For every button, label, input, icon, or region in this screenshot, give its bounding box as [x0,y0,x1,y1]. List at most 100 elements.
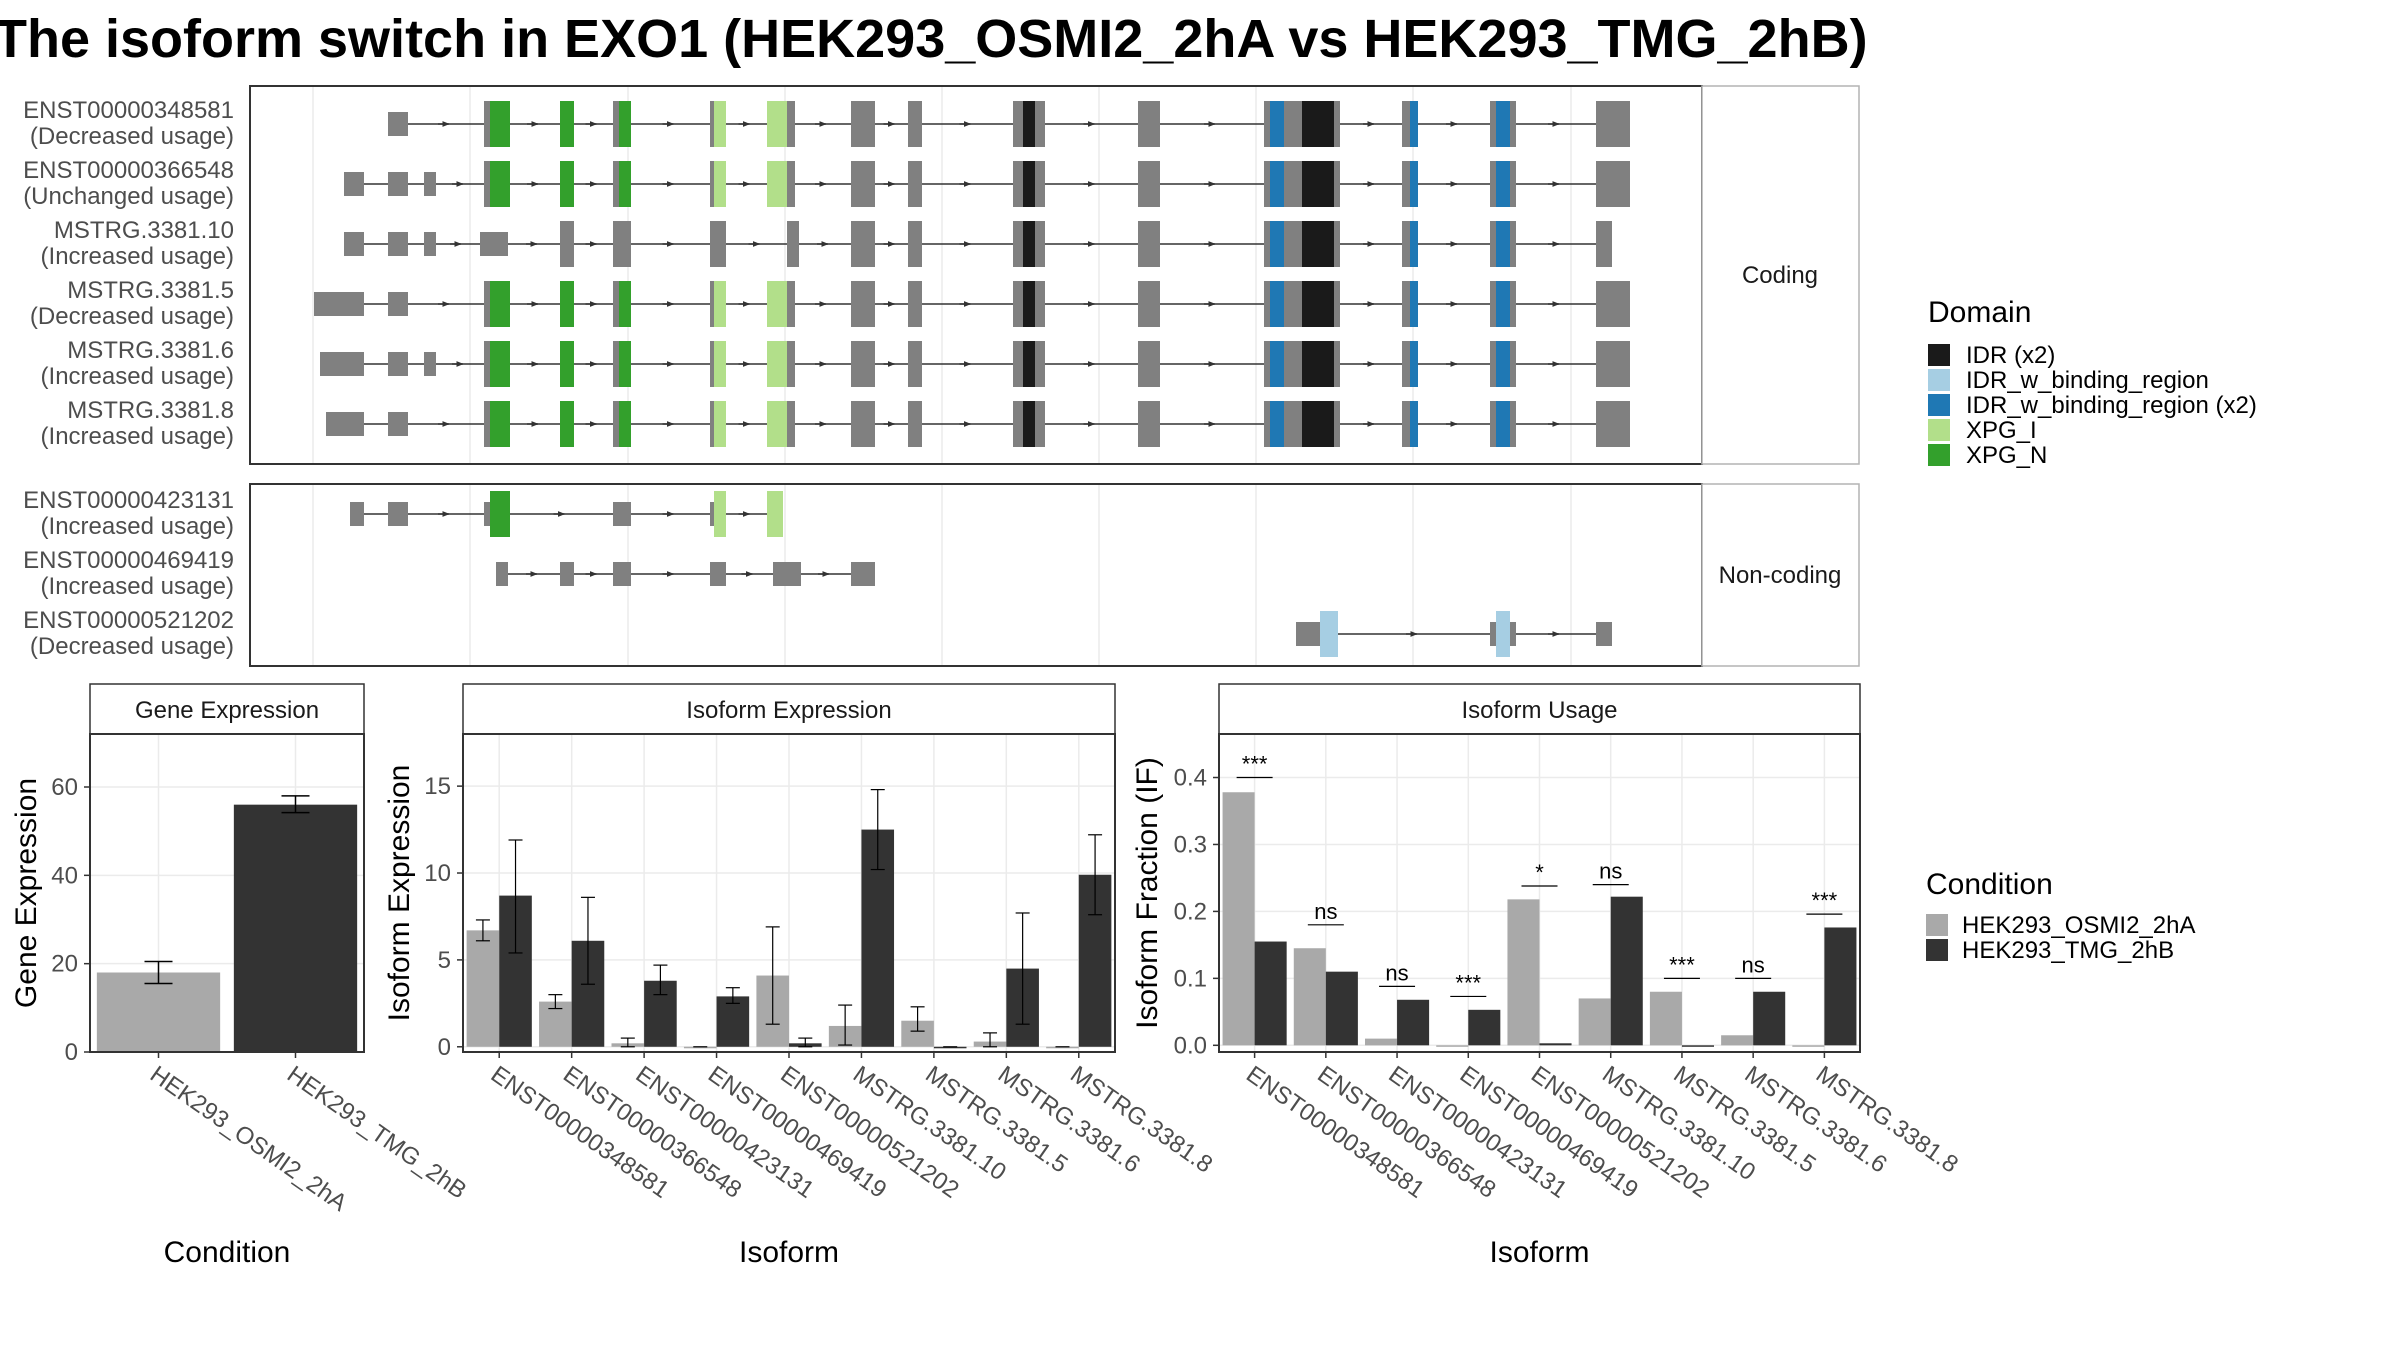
tx-coding-5-exon-21 [1334,401,1340,447]
tx-coding-3-exon-5 [613,281,619,327]
tx-coding-1-exon-19 [1270,161,1284,207]
tx-coding-1-exon-7 [619,161,631,207]
tx-coding-1-exon-23 [1402,161,1410,207]
transcript-label-noncoding-1-usage: (Increased usage) [41,573,234,600]
tx-coding-2-exon-5 [613,221,631,267]
transcript-label-coding-0-id: ENST00000348581 [23,97,234,124]
tx-coding-0-exon-6 [710,101,714,147]
tx-coding-4-exon-1 [388,352,408,376]
chart-0-bar-0 [96,972,221,1052]
tx-coding-5-exon-27 [1596,401,1630,447]
tx-coding-4-exon-9 [714,341,726,387]
tx-coding-4-exon-12 [851,341,875,387]
chart-2-ytick-label-4: 0.4 [1174,765,1207,792]
tx-coding-4-exon-18 [1264,341,1270,387]
chart-0-strip [89,683,365,735]
tx-coding-2-exon-6 [710,221,726,267]
tx-coding-2-exon-2 [424,232,436,256]
tx-coding-3-exon-1 [388,292,408,316]
transcript-label-noncoding-0-id: ENST00000423131 [23,487,234,514]
tx-coding-0-exon-15 [1138,101,1160,147]
tx-coding-2-exon-13 [1138,221,1160,267]
tx-coding-1-exon-8 [710,161,714,207]
tx-coding-2-exon-15 [1270,221,1284,267]
tx-noncoding-1-exon-4 [773,562,801,586]
tx-coding-5-exon-19 [1284,401,1302,447]
tx-coding-4-exon-17 [1138,341,1160,387]
tx-coding-1-exon-20 [1284,161,1302,207]
tx-coding-4-exon-11 [787,341,795,387]
tx-coding-1-exon-16 [1035,161,1045,207]
tx-coding-4-exon-24 [1410,341,1418,387]
chart-0-ytick-label-0: 0 [65,1039,78,1066]
tx-coding-0-exon-16 [1264,101,1270,147]
chart-2-ytick-label-3: 0.3 [1174,831,1207,858]
tx-noncoding-1-exon-3 [710,562,726,586]
chart-2-sig-label-0: *** [1242,752,1268,777]
tx-coding-4-exon-28 [1596,341,1630,387]
chart-0-bar-1 [233,804,358,1052]
tx-coding-4-exon-27 [1510,341,1516,387]
tx-noncoding-1-exon-0 [496,562,508,586]
tx-coding-3-exon-9 [767,281,787,327]
tx-coding-2-exon-8 [851,221,875,267]
legend-domain-swatch-3 [1928,419,1950,441]
tx-noncoding-1-exon-5 [851,562,875,586]
chart-1-bar-s0-3 [683,1046,717,1049]
tx-coding-0-exon-17 [1270,101,1284,147]
tx-coding-0-exon-0 [388,112,408,136]
tx-coding-1-exon-0 [344,172,364,196]
tx-coding-3-exon-10 [787,281,795,327]
legend-condition-title: Condition [1926,868,2053,901]
tx-coding-3-exon-13 [1013,281,1023,327]
legend-condition-swatch-1 [1926,939,1948,961]
chart-1-ytick-label-3: 15 [424,773,451,800]
tx-coding-5-exon-3 [490,401,510,447]
tx-coding-4-exon-15 [1023,341,1035,387]
tx-coding-1-exon-21 [1302,161,1334,207]
tx-coding-0-exon-26 [1596,101,1630,147]
chart-2-bar-s0-7 [1721,1035,1754,1046]
tx-coding-2-exon-11 [1023,221,1035,267]
chart-1-title: Isoform Expression [686,697,891,724]
tx-coding-2-exon-7 [787,221,799,267]
tx-coding-1-exon-5 [560,161,574,207]
chart-2-bar-s1-2 [1397,999,1430,1046]
tx-coding-1-exon-4 [490,161,510,207]
chart-2-ytick-label-1: 0.1 [1174,965,1207,992]
tx-coding-2-exon-24 [1596,221,1612,267]
tx-noncoding-1-exon-1 [560,562,574,586]
tx-coding-4-exon-10 [767,341,787,387]
transcript-label-coding-5-id: MSTRG.3381.8 [67,397,234,424]
tx-coding-4-exon-3 [484,341,490,387]
tx-noncoding-0-exon-3 [490,491,510,537]
tx-coding-0-exon-14 [1035,101,1045,147]
legend-domain-swatch-4 [1928,444,1950,466]
tx-coding-1-exon-10 [767,161,787,207]
chart-2-bar-s1-3 [1468,1009,1501,1046]
tx-coding-4-exon-5 [560,341,574,387]
transcript-label-noncoding-2-usage: (Decreased usage) [30,633,234,660]
transcript-label-coding-2-id: MSTRG.3381.10 [54,217,234,244]
chart-2-bar-s0-1 [1293,948,1326,1046]
tx-coding-2-exon-22 [1496,221,1510,267]
tx-coding-4-exon-25 [1490,341,1496,387]
tx-coding-4-exon-8 [710,341,714,387]
legend-domain-label-3: XPG_I [1966,417,2037,444]
transcript-label-coding-4-id: MSTRG.3381.6 [67,337,234,364]
tx-coding-0-exon-8 [767,101,787,147]
tx-coding-1-exon-15 [1023,161,1035,207]
tx-coding-4-exon-7 [619,341,631,387]
tx-coding-0-exon-9 [787,101,795,147]
tx-coding-5-exon-16 [1138,401,1160,447]
tx-coding-1-exon-22 [1334,161,1340,207]
tx-coding-2-exon-14 [1264,221,1270,267]
coding-panel-background [250,86,1702,464]
transcript-label-coding-3-usage: (Decreased usage) [30,303,234,330]
chart-1-ytick-label-2: 10 [424,860,451,887]
tx-coding-0-exon-21 [1402,101,1410,147]
chart-0-border [89,733,365,1053]
chart-2-sig-label-6: *** [1669,952,1695,977]
transcript-label-coding-3-id: MSTRG.3381.5 [67,277,234,304]
